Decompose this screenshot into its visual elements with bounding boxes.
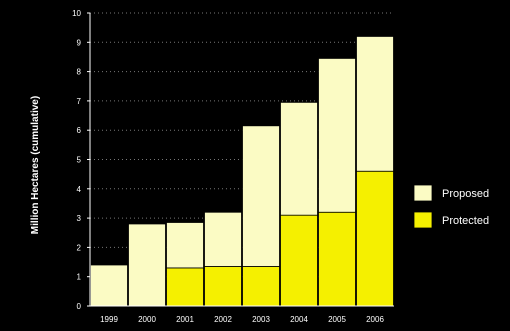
bar-proposed-2006 [356,36,394,172]
x-tick-label: 2000 [138,315,156,324]
bar-protected-2003 [242,266,280,307]
x-tick-label: 2001 [176,315,194,324]
y-tick-label: 5 [77,156,82,165]
bar-proposed-1999 [90,264,128,307]
y-tick-label: 0 [77,302,82,311]
y-tick-label: 8 [77,68,82,77]
y-tick-label: 4 [77,185,82,194]
y-tick-label: 9 [77,38,82,47]
x-tick-label: 1999 [100,315,118,324]
y-axis-label: Million Hectares (cumulative) [30,96,41,234]
y-tick-label: 1 [77,273,82,282]
legend-label-protected: Protected [442,215,489,227]
ticks-layer: 0 1 2 3 4 5 6 7 8 9 10 1999 2000 2001 2002 2003 2004 2005… [72,9,384,324]
bar-proposed-2004 [280,101,318,216]
x-tick-label: 2004 [290,315,308,324]
grid-layer [90,12,394,278]
bar-protected-2002 [204,266,242,307]
x-tick-label: 2002 [214,315,232,324]
bar-protected-2001 [166,267,204,307]
x-tick-label: 2003 [252,315,270,324]
bar-proposed-2000 [128,223,166,307]
legend-swatch-protected [413,211,433,229]
bar-protected-2005 [318,211,356,307]
y-tick-label: 6 [77,126,82,135]
bar-protected-2004 [280,214,318,307]
bar-proposed-2005 [318,58,356,213]
y-tick-label: 2 [77,243,82,252]
legend-label-proposed: Proposed [442,188,489,200]
bar-protected-2006 [356,170,394,307]
legend-swatch-proposed [413,184,433,202]
x-tick-label: 2006 [366,315,384,324]
x-tick-label: 2005 [328,315,346,324]
bars-layer [90,36,394,307]
bar-proposed-2003 [242,125,280,267]
bar-proposed-2002 [204,211,242,267]
bar-proposed-2001 [166,222,204,269]
y-tick-label: 3 [77,214,82,223]
y-tick-label: 10 [72,9,81,18]
legend: Proposed Protected [413,184,489,229]
y-tick-label: 7 [77,97,82,106]
